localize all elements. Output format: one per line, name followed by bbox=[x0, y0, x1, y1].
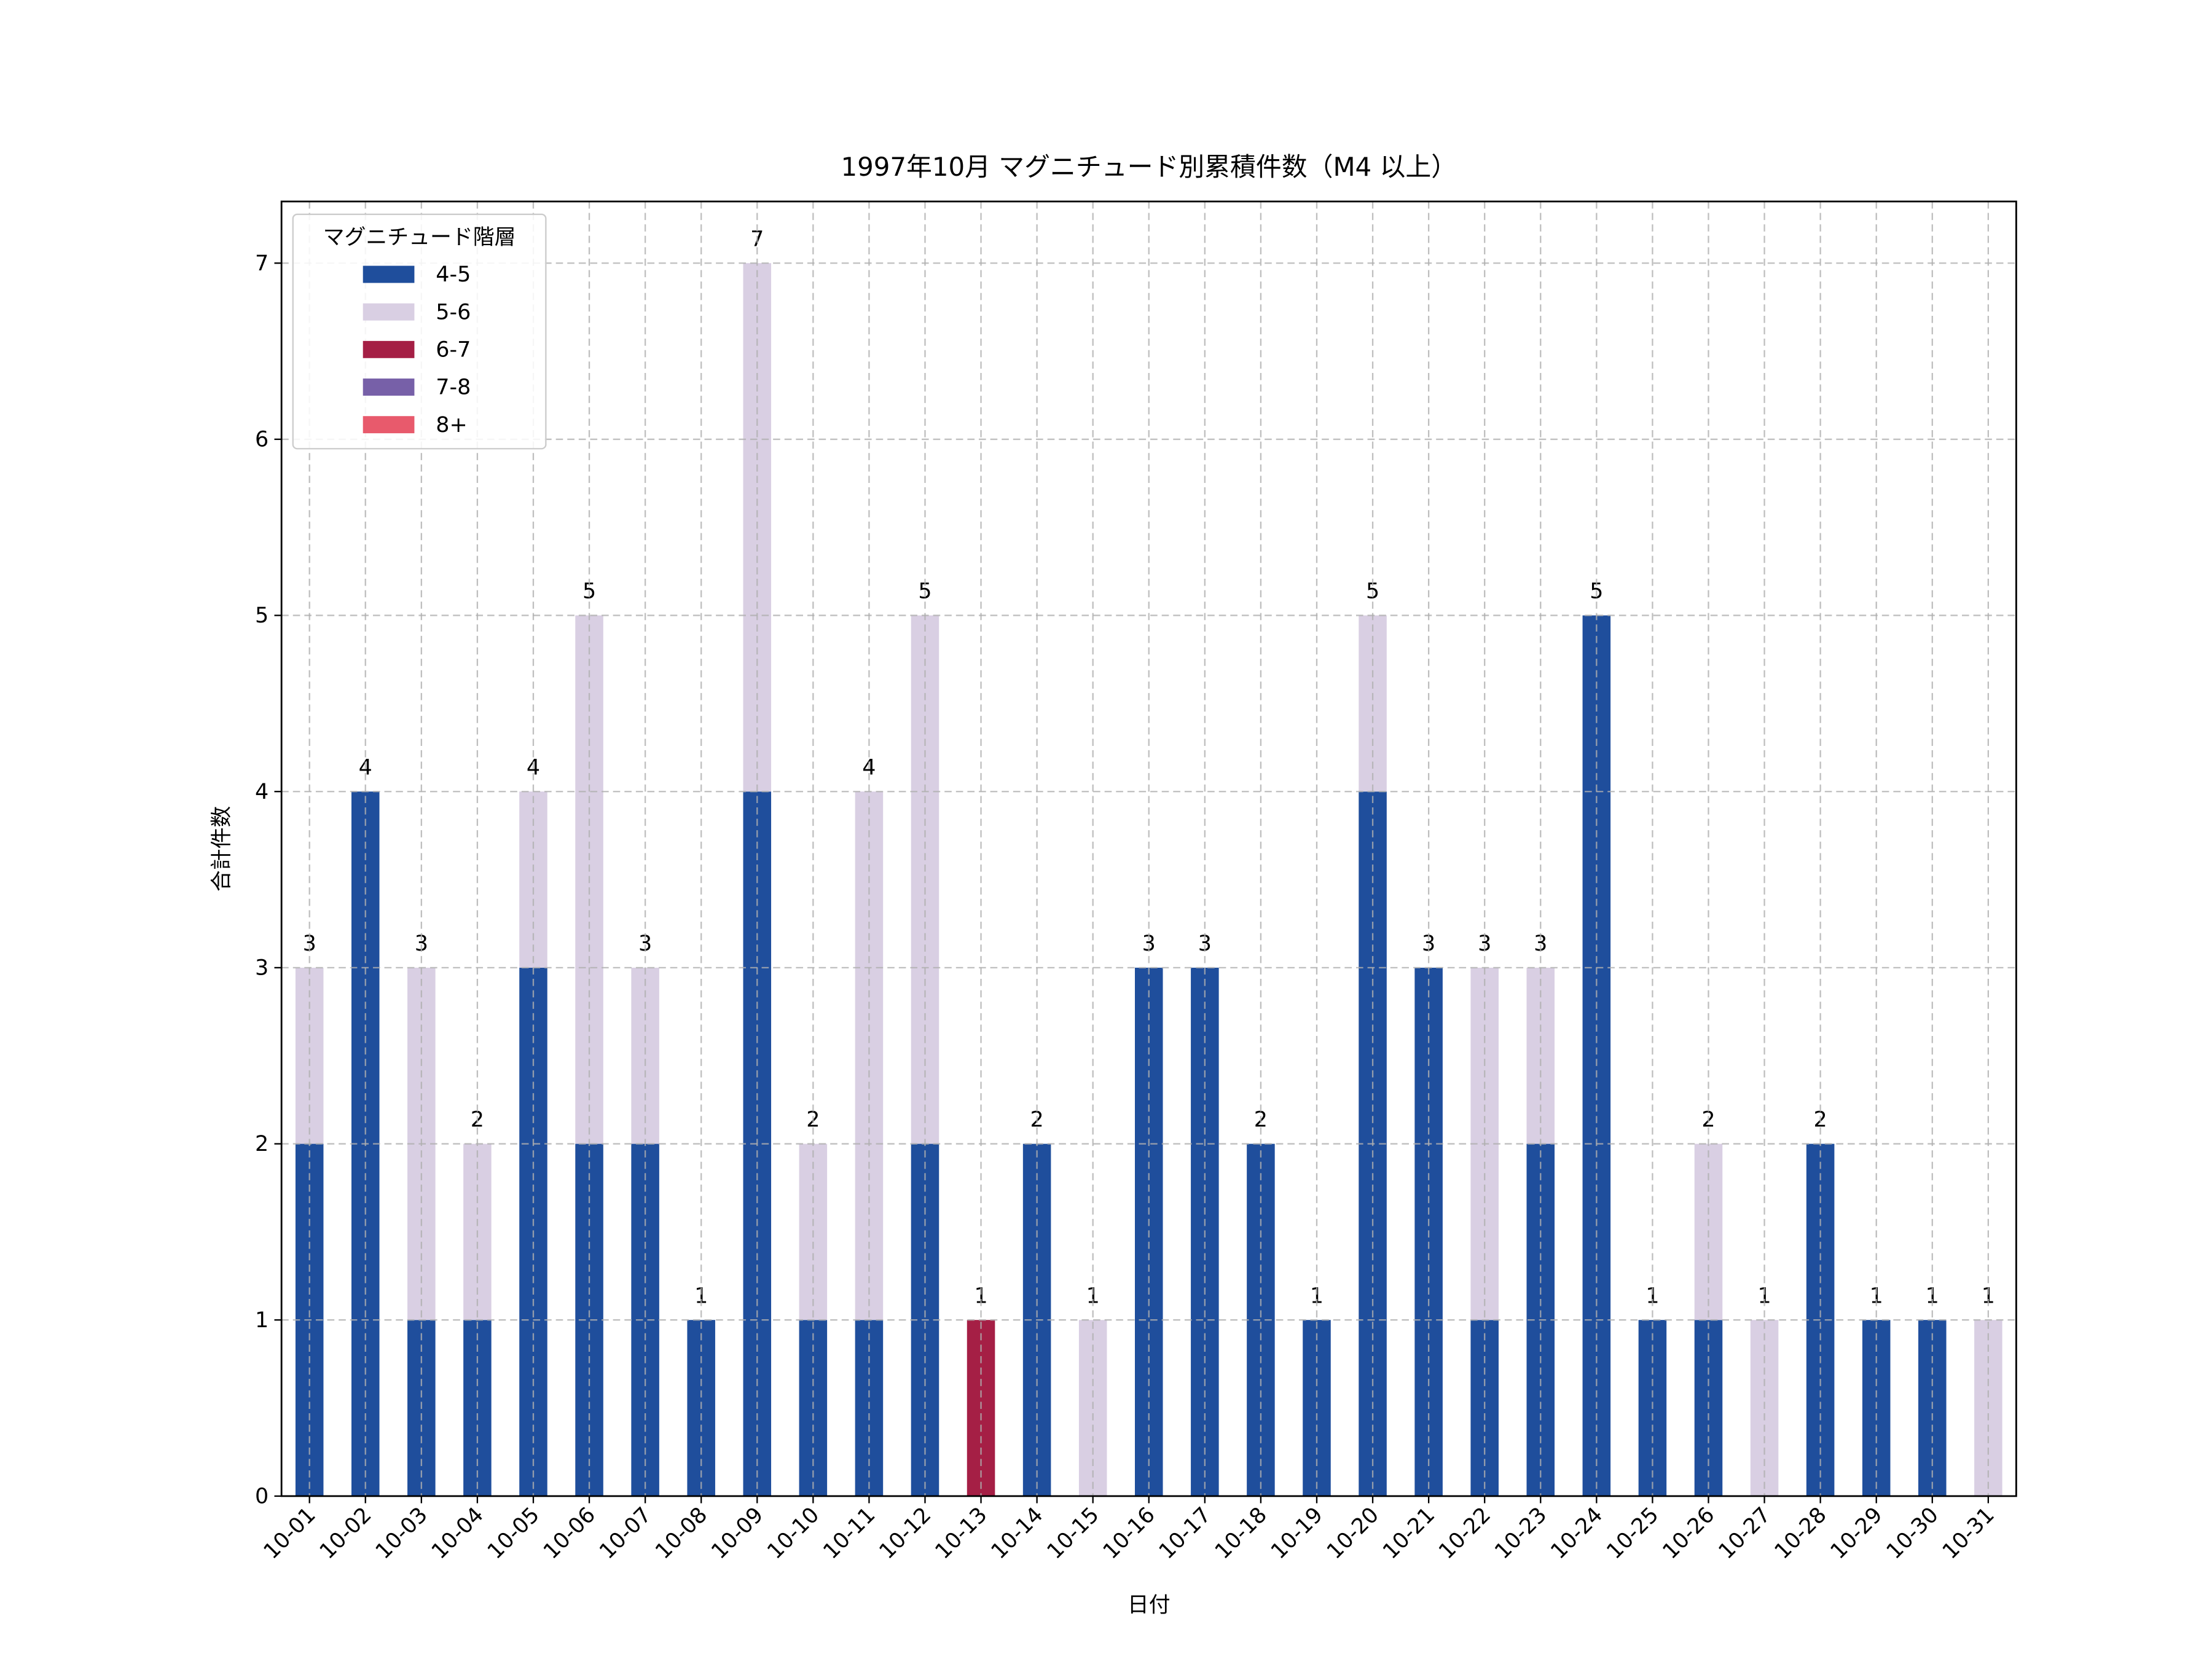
legend-label: 8+ bbox=[436, 413, 467, 437]
legend-title: マグニチュード階層 bbox=[323, 226, 516, 250]
y-tick-label: 4 bbox=[255, 780, 269, 804]
x-tick-label: 10-07 bbox=[595, 1503, 656, 1564]
legend-label: 6-7 bbox=[436, 337, 471, 362]
total-label: 1 bbox=[1086, 1284, 1100, 1308]
x-tick-label: 10-04 bbox=[427, 1503, 488, 1564]
x-tick-label: 10-28 bbox=[1770, 1503, 1832, 1564]
bar-segment bbox=[1582, 615, 1611, 1496]
x-tick-label: 10-25 bbox=[1602, 1503, 1663, 1564]
total-label: 3 bbox=[303, 931, 316, 956]
x-tick-label: 10-23 bbox=[1490, 1503, 1551, 1564]
total-label: 3 bbox=[1422, 931, 1435, 956]
x-tick-label: 10-21 bbox=[1378, 1503, 1440, 1564]
y-axis-label: 合計件数 bbox=[210, 806, 234, 892]
y-tick-label: 2 bbox=[255, 1132, 269, 1156]
x-tick-label: 10-09 bbox=[707, 1503, 768, 1564]
total-label: 1 bbox=[1310, 1284, 1324, 1308]
chart-title: 1997年10月 マグニチュード別累積件数（M4 以上） bbox=[841, 152, 1457, 182]
legend-swatch bbox=[363, 340, 415, 358]
total-label: 1 bbox=[974, 1284, 987, 1308]
x-tick-label: 10-19 bbox=[1266, 1503, 1328, 1564]
x-tick-label: 10-06 bbox=[539, 1503, 600, 1564]
legend-label: 7-8 bbox=[436, 375, 471, 400]
x-tick-label: 10-24 bbox=[1546, 1503, 1607, 1564]
x-tick-label: 10-10 bbox=[763, 1503, 824, 1564]
legend-label: 4-5 bbox=[436, 262, 471, 287]
x-axis-label: 日付 bbox=[1128, 1593, 1171, 1617]
x-tick-label: 10-05 bbox=[483, 1503, 544, 1564]
x-tick-label: 10-01 bbox=[259, 1503, 321, 1564]
legend-swatch bbox=[363, 416, 415, 434]
total-label: 1 bbox=[694, 1284, 708, 1308]
x-tick-label: 10-03 bbox=[371, 1503, 433, 1564]
y-tick-label: 6 bbox=[255, 428, 269, 452]
total-label: 3 bbox=[1198, 931, 1212, 956]
total-label: 1 bbox=[1757, 1284, 1771, 1308]
x-tick-label: 10-02 bbox=[315, 1503, 377, 1564]
total-label: 1 bbox=[1926, 1284, 1939, 1308]
total-label: 3 bbox=[1534, 931, 1547, 956]
legend-box bbox=[292, 213, 547, 450]
x-tick-label: 10-30 bbox=[1882, 1503, 1943, 1564]
x-tick-label: 10-31 bbox=[1938, 1503, 1999, 1564]
x-tick-label: 10-11 bbox=[818, 1503, 880, 1564]
legend-label: 5-6 bbox=[436, 300, 471, 324]
legend-swatch bbox=[363, 303, 415, 321]
x-tick-label: 10-20 bbox=[1322, 1503, 1384, 1564]
total-label: 1 bbox=[1982, 1284, 1995, 1308]
total-label: 1 bbox=[1870, 1284, 1883, 1308]
x-tick-label: 10-26 bbox=[1658, 1503, 1720, 1564]
x-tick-label: 10-08 bbox=[651, 1503, 712, 1564]
y-tick-label: 7 bbox=[255, 251, 269, 276]
y-tick-label: 0 bbox=[255, 1484, 269, 1509]
x-tick-label: 10-17 bbox=[1155, 1503, 1216, 1564]
y-tick-label: 5 bbox=[255, 603, 269, 628]
x-tick-label: 10-16 bbox=[1099, 1503, 1160, 1564]
x-tick-label: 10-15 bbox=[1043, 1503, 1104, 1564]
y-tick-label: 3 bbox=[255, 956, 269, 981]
y-tick-label: 1 bbox=[255, 1308, 269, 1333]
x-tick-label: 10-12 bbox=[875, 1503, 936, 1564]
total-label: 3 bbox=[415, 931, 428, 956]
x-tick-label: 10-18 bbox=[1210, 1503, 1272, 1564]
total-label: 3 bbox=[1478, 931, 1491, 956]
total-label: 3 bbox=[1142, 931, 1156, 956]
plot-frame bbox=[280, 200, 2017, 1497]
total-label: 3 bbox=[638, 931, 652, 956]
x-tick-label: 10-14 bbox=[987, 1503, 1048, 1564]
legend-swatch bbox=[363, 265, 415, 283]
x-tick-label: 10-29 bbox=[1826, 1503, 1888, 1564]
x-tick-label: 10-13 bbox=[931, 1503, 992, 1564]
x-tick-label: 10-27 bbox=[1714, 1503, 1776, 1564]
legend-swatch bbox=[363, 378, 415, 396]
x-tick-label: 10-22 bbox=[1434, 1503, 1496, 1564]
total-label: 1 bbox=[1645, 1284, 1659, 1308]
